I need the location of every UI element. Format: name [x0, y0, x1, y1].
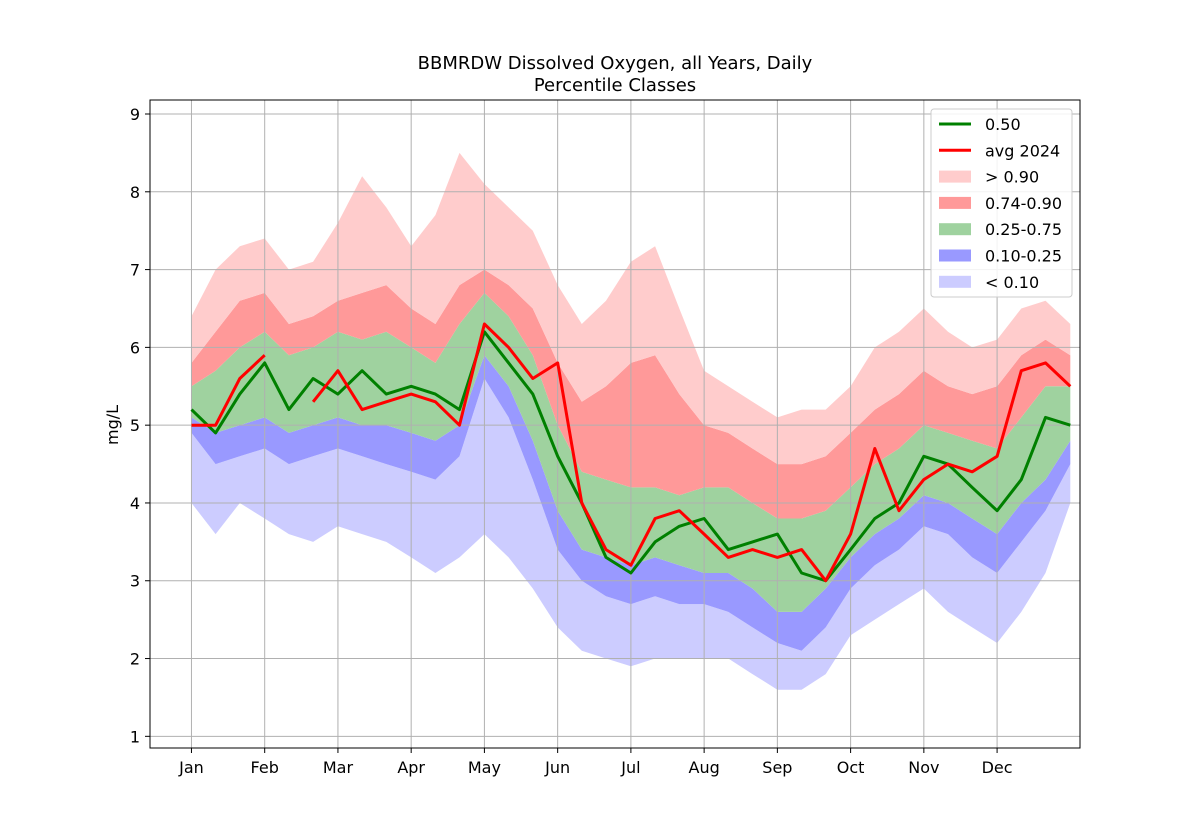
x-tick-label: Jan	[178, 758, 204, 777]
x-tick-label: Sep	[762, 758, 792, 777]
x-tick-label: Jun	[544, 758, 570, 777]
x-tick-label: May	[468, 758, 501, 777]
y-tick-label: 7	[130, 261, 140, 280]
x-tick-label: Apr	[397, 758, 425, 777]
legend-swatch	[939, 223, 971, 236]
legend-label: > 0.90	[985, 168, 1039, 187]
x-axis: Jan Feb Mar Apr May Jun Jul Aug Sep Oct Nov Dec	[178, 748, 1013, 777]
y-tick-label: 1	[130, 727, 140, 746]
legend-label: < 0.10	[985, 273, 1039, 292]
legend-label: avg 2024	[985, 141, 1060, 160]
plot-frame	[149, 99, 1081, 749]
y-tick-label: 4	[130, 494, 140, 513]
legend-swatch	[939, 275, 971, 288]
x-tick-label: Mar	[323, 758, 354, 777]
x-tick-label: Nov	[908, 758, 939, 777]
legend-swatch	[939, 196, 971, 209]
legend-swatch	[939, 249, 971, 262]
legend-label: 0.10-0.25	[985, 247, 1062, 266]
legend-label: 0.50	[985, 115, 1021, 134]
y-axis-label: mg/L	[103, 405, 122, 445]
x-tick-label: Jul	[620, 758, 640, 777]
chart-subtitle: Percentile Classes	[534, 75, 696, 96]
y-tick-label: 8	[130, 183, 140, 202]
legend-label: 0.74-0.90	[985, 194, 1062, 213]
y-tick-label: 2	[130, 650, 140, 669]
y-tick-label: 3	[130, 572, 140, 591]
x-tick-label: Dec	[982, 758, 1013, 777]
series-lines	[190, 322, 1072, 583]
y-tick-label: 9	[130, 105, 140, 124]
line-avg 2024	[191, 322, 1072, 583]
y-tick-label: 5	[130, 416, 140, 435]
legend: 0.50 avg 2024 > 0.90 0.74-0.90 0.25-0.75 0.10…	[930, 108, 1073, 298]
y-axis: 1 2 3 4 5 6 7 8 9	[130, 105, 150, 746]
x-tick-label: Oct	[837, 758, 865, 777]
gridlines	[150, 100, 1080, 748]
x-tick-label: Aug	[689, 758, 720, 777]
x-tick-label: Feb	[251, 758, 279, 777]
chart-title: BBMRDW Dissolved Oxygen, all Years, Dail…	[418, 53, 813, 74]
legend-swatch	[939, 170, 971, 183]
line-0.50	[190, 330, 1071, 583]
y-tick-label: 6	[130, 338, 140, 357]
legend-label: 0.25-0.75	[985, 220, 1062, 239]
